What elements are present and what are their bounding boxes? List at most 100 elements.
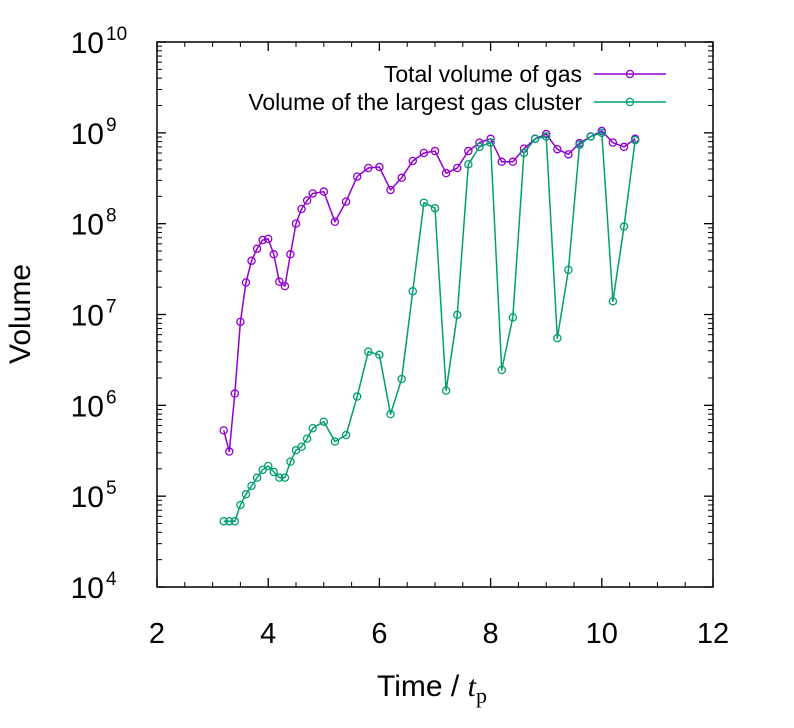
data-point [236,317,245,327]
data-point [519,148,529,158]
data-point [263,461,273,471]
x-tick-label: 2 [149,618,165,650]
data-point [241,489,251,499]
data-point [397,374,406,384]
data-point [252,244,262,253]
data-point [475,142,484,152]
data-point [247,256,256,266]
data-point [408,156,418,166]
y-tick-exponent: 10 [106,24,127,45]
series-line [222,130,636,453]
legend-label-total: Total volume of gas [384,61,582,87]
data-point [319,417,329,426]
data-point [302,196,312,205]
data-point [280,473,290,482]
data-point [308,423,317,433]
data-point [219,426,228,435]
data-point [230,516,240,526]
data-point [497,157,506,167]
data-point [375,350,384,360]
data-point [541,132,551,141]
data-point [375,162,384,172]
data-point [319,187,329,196]
data-point [386,409,395,419]
data-point [330,437,340,446]
data-point [291,219,301,228]
data-point [419,148,429,158]
y-tick-label: 10 [71,209,104,242]
data-point [608,138,618,147]
data-point [430,146,440,156]
x-tick-labels: 2 4 6 8 10 12 [149,618,729,650]
data-point [297,204,306,214]
y-tick-label: 10 [71,27,104,60]
data-point [508,313,518,322]
data-point [508,157,518,167]
y-tick-label: 10 [71,572,104,605]
data-point [219,516,228,526]
data-point [397,173,406,183]
x-tick-label: 12 [697,618,729,650]
x-axis-label-variable: t [468,670,477,703]
data-point [530,134,540,144]
data-point [441,386,451,395]
data-point [286,250,295,259]
legend-marker-total [625,69,635,79]
y-tick-label: 10 [71,390,104,423]
data-point [553,144,562,154]
data-point [441,168,451,178]
y-tick-label: 10 [71,481,104,514]
x-tick-label: 10 [586,618,618,650]
data-point [263,234,273,244]
data-point [241,278,251,287]
y-tick-exponent: 8 [106,206,117,227]
legend-label-largest: Volume of the largest gas cluster [248,89,582,115]
y-tick-exponent: 7 [106,297,117,318]
series-layer [219,126,640,526]
y-tick-label: 10 [71,118,104,151]
data-point [297,442,306,451]
data-point [225,447,234,456]
data-point [275,277,284,286]
y-tick-exponent: 6 [106,387,117,408]
data-point [330,217,340,226]
data-point [230,389,240,398]
series-largest-cluster [219,128,640,526]
data-point [564,150,573,159]
data-point [302,434,312,443]
data-point [247,481,256,491]
data-point [630,135,640,145]
legend-marker-largest [625,97,635,107]
data-point [586,132,595,141]
x-tick-label: 6 [371,618,387,650]
data-point [575,140,584,149]
data-point [352,172,362,181]
data-point [275,473,284,482]
data-point [341,197,351,206]
data-point [486,138,495,147]
data-point [280,281,290,291]
data-point [258,465,267,475]
data-point [464,146,473,156]
y-tick-exponent: 5 [106,478,117,499]
data-point [452,310,462,320]
data-point [236,500,245,510]
data-point [225,516,234,526]
ticks [156,41,714,588]
y-tick-exponent: 4 [106,569,117,590]
data-point [258,235,267,245]
data-point [464,160,473,169]
data-point [269,250,279,259]
data-point [308,189,317,198]
data-point [419,198,429,207]
x-tick-label: 4 [260,618,276,650]
data-point [564,265,573,275]
data-point [553,333,562,343]
series-line [223,132,636,522]
legend: Total volume of gas Volume of the larges… [248,61,666,115]
data-point [619,142,629,152]
y-tick-label: 10 [71,300,104,333]
series-total-volume [219,126,640,456]
data-point [269,467,279,477]
